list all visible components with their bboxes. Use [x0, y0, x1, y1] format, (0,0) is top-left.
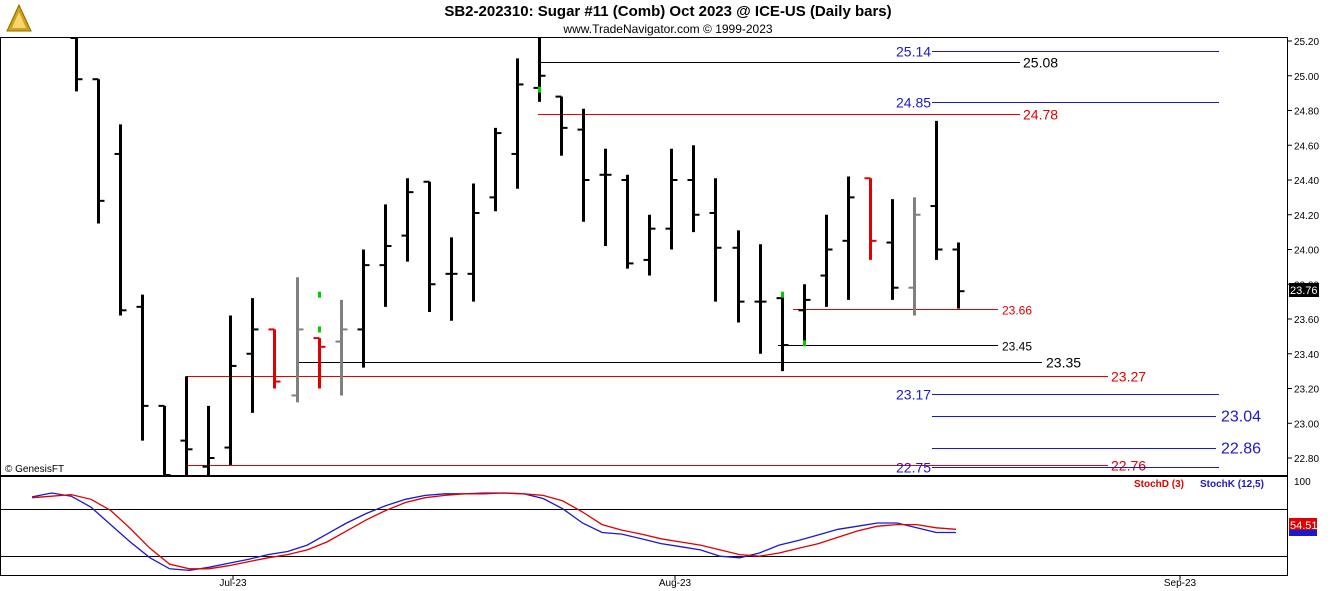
ohlc-bar	[952, 242, 965, 309]
time-tick-label: Aug-23	[659, 578, 692, 589]
ohlc-bar	[842, 176, 855, 300]
ohlc-bar	[268, 328, 281, 389]
level-label: 24.85	[896, 95, 931, 111]
level-label: 25.14	[896, 44, 931, 60]
ohlc-bar	[643, 214, 656, 276]
ohlc-bar	[621, 174, 634, 269]
ohlc-bar	[511, 58, 524, 189]
stochastic-indicator: 100	[0, 477, 1311, 572]
price-tick-label: 23.00	[1294, 419, 1319, 430]
level-label: 22.76	[1111, 458, 1146, 474]
ohlc-bar	[379, 204, 392, 307]
time-tick-label: Sep-23	[1164, 578, 1197, 589]
time-tick-label: Jul-23	[219, 578, 247, 589]
ohlc-bar	[489, 127, 502, 212]
price-tick-label: 24.00	[1294, 246, 1319, 257]
level-label: 23.35	[1046, 355, 1081, 371]
ohlc-bar	[357, 249, 370, 368]
level-lines: 25.14 25.08 24.85 24.78 23.66 23.45 23.35 23.27…	[186, 44, 1261, 476]
ohlc-bar	[467, 183, 480, 302]
legend-stoch-d: StochD (3)	[1134, 479, 1184, 490]
ohlc-bar	[798, 284, 811, 344]
ohlc-bar	[599, 148, 612, 247]
watermark: © GenesisFT	[5, 464, 64, 475]
ohlc-bar	[114, 124, 127, 316]
last-price-label: 23.76	[1290, 285, 1318, 297]
price-tick-label: 24.60	[1294, 141, 1319, 152]
level-label: 24.78	[1023, 107, 1058, 123]
price-tick-label: 25.20	[1294, 37, 1319, 48]
price-tick-label: 24.20	[1294, 211, 1319, 222]
ohlc-bar	[930, 120, 943, 260]
ohlc-bar	[158, 404, 171, 476]
level-label: 22.86	[1221, 441, 1261, 458]
ohlc-bar	[754, 244, 767, 354]
stoch-panel	[0, 476, 1288, 576]
level-label: 23.17	[896, 387, 931, 403]
level-label: 23.45	[1002, 340, 1032, 354]
last-price-marker: 23.76	[1289, 283, 1319, 297]
legend-stoch-k: StochK (12,5)	[1200, 479, 1264, 490]
ohlc-bar	[908, 197, 921, 316]
ohlc-bar	[335, 299, 348, 396]
price-axis: 25.2025.0024.8024.6024.4024.2024.0023.80…	[1287, 37, 1319, 465]
level-label: 23.66	[1002, 304, 1032, 318]
ohlc-bar	[423, 180, 436, 313]
ohlc-bar	[709, 178, 722, 302]
ohlc-bar	[687, 145, 700, 233]
ohlc-bar	[445, 237, 458, 321]
level-label: 22.75	[896, 460, 931, 476]
ohlc-bar	[291, 277, 304, 403]
ohlc-bar	[820, 214, 833, 307]
price-tick-label: 22.80	[1294, 454, 1319, 465]
genesis-logo-icon	[6, 3, 32, 32]
ohlc-bar	[555, 95, 568, 156]
ohlc-bar	[864, 177, 877, 260]
ohlc-bar	[577, 108, 590, 222]
ohlc-bar	[202, 405, 215, 475]
last-stoch-label: 54.51	[1290, 520, 1318, 532]
ohlc-bar	[92, 78, 105, 224]
price-tick-label: 25.00	[1294, 72, 1319, 83]
price-tick-label: 23.20	[1294, 385, 1319, 396]
level-label: 25.08	[1023, 55, 1058, 71]
ohlc-bar	[313, 337, 326, 389]
time-axis: Jul-23 Aug-23 Sep-23	[219, 576, 1197, 589]
level-label: 23.04	[1221, 409, 1261, 426]
price-tick-label: 24.80	[1294, 107, 1319, 118]
stoch-series-line	[31, 492, 957, 570]
price-tick-label: 24.40	[1294, 176, 1319, 187]
ohlc-bar	[70, 37, 83, 92]
ohlc-bar	[401, 178, 414, 262]
ohlc-bar	[886, 199, 899, 300]
chart-subtitle: www.TradeNavigator.com © 1999-2023	[563, 22, 773, 36]
last-stoch-marker: 54.51	[1289, 518, 1318, 536]
price-tick-label: 23.60	[1294, 315, 1319, 326]
chart-header: SB2-202310: Sugar #11 (Comb) Oct 2023 @ …	[0, 0, 1336, 37]
ohlc-bar	[136, 294, 149, 441]
chart-title: SB2-202310: Sugar #11 (Comb) Oct 2023 @ …	[444, 3, 892, 20]
ohlc-bar	[246, 298, 259, 413]
stoch-tick-label: 100	[1294, 477, 1311, 488]
price-tick-label: 23.40	[1294, 350, 1319, 361]
ohlc-bar	[776, 294, 789, 372]
ohlc-bar	[665, 148, 678, 250]
ohlc-bar	[732, 230, 745, 323]
ohlc-bar	[180, 376, 193, 475]
ohlc-bar	[224, 315, 237, 465]
level-label: 23.27	[1111, 369, 1146, 385]
ohlc-bars	[70, 37, 965, 476]
